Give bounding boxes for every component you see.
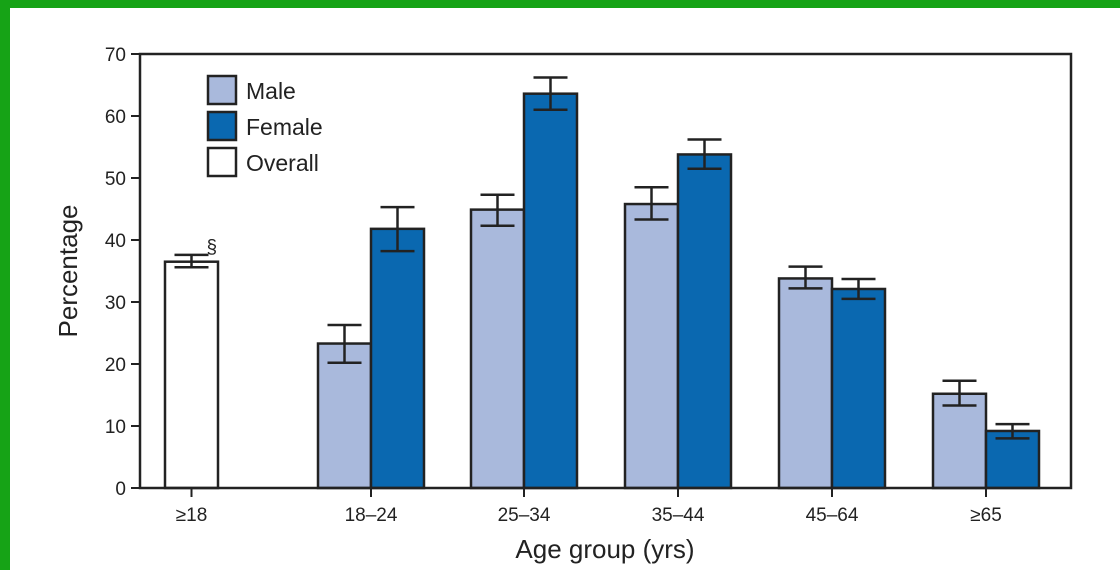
bar-female bbox=[522, 92, 579, 490]
chart-panel: 0 10 20 30 40 50 60 70 ≥18 18–24 25–34 35–44 45–64 ≥… bbox=[10, 8, 1120, 570]
bar-male bbox=[623, 202, 680, 490]
x-axis-title: Age group (yrs) bbox=[515, 534, 694, 564]
legend: Male Female Overall bbox=[206, 74, 323, 178]
y-tick-label: 30 bbox=[105, 293, 126, 314]
y-tick-label: 40 bbox=[105, 231, 126, 252]
bar-series bbox=[163, 92, 1041, 490]
bar-overall bbox=[163, 260, 220, 490]
bar-female bbox=[369, 227, 426, 490]
y-tick-label: 70 bbox=[105, 45, 126, 66]
overall-annotation: § bbox=[207, 237, 218, 258]
legend-swatch-overall bbox=[206, 146, 238, 178]
error-bars bbox=[174, 76, 1030, 440]
x-tick-label: ≥18 bbox=[176, 505, 208, 526]
y-tick-label: 0 bbox=[115, 479, 126, 500]
bar-male bbox=[777, 277, 834, 490]
x-tick-label: 35–44 bbox=[652, 505, 705, 526]
y-axis: 0 10 20 30 40 50 60 70 bbox=[105, 45, 140, 500]
x-axis: ≥18 18–24 25–34 35–44 45–64 ≥65 bbox=[176, 488, 1002, 526]
legend-swatch-female bbox=[206, 110, 238, 142]
x-tick-label: ≥65 bbox=[970, 505, 1002, 526]
y-tick-label: 60 bbox=[105, 107, 126, 128]
bar-female bbox=[676, 153, 733, 490]
y-tick-label: 20 bbox=[105, 355, 126, 376]
y-tick-label: 10 bbox=[105, 417, 126, 438]
x-tick-label: 18–24 bbox=[345, 505, 398, 526]
legend-label-female: Female bbox=[246, 114, 323, 140]
bar-male bbox=[931, 392, 988, 490]
legend-label-male: Male bbox=[246, 78, 296, 104]
legend-swatch-male bbox=[206, 74, 238, 106]
x-tick-label: 45–64 bbox=[806, 505, 859, 526]
y-axis-title: Percentage bbox=[53, 205, 83, 338]
bar-female bbox=[830, 287, 887, 490]
plot-frame bbox=[138, 52, 1073, 490]
y-tick-label: 50 bbox=[105, 169, 126, 190]
x-tick-label: 25–34 bbox=[498, 505, 551, 526]
legend-label-overall: Overall bbox=[246, 150, 319, 176]
bar-male bbox=[469, 208, 526, 490]
bar-male bbox=[316, 342, 373, 490]
